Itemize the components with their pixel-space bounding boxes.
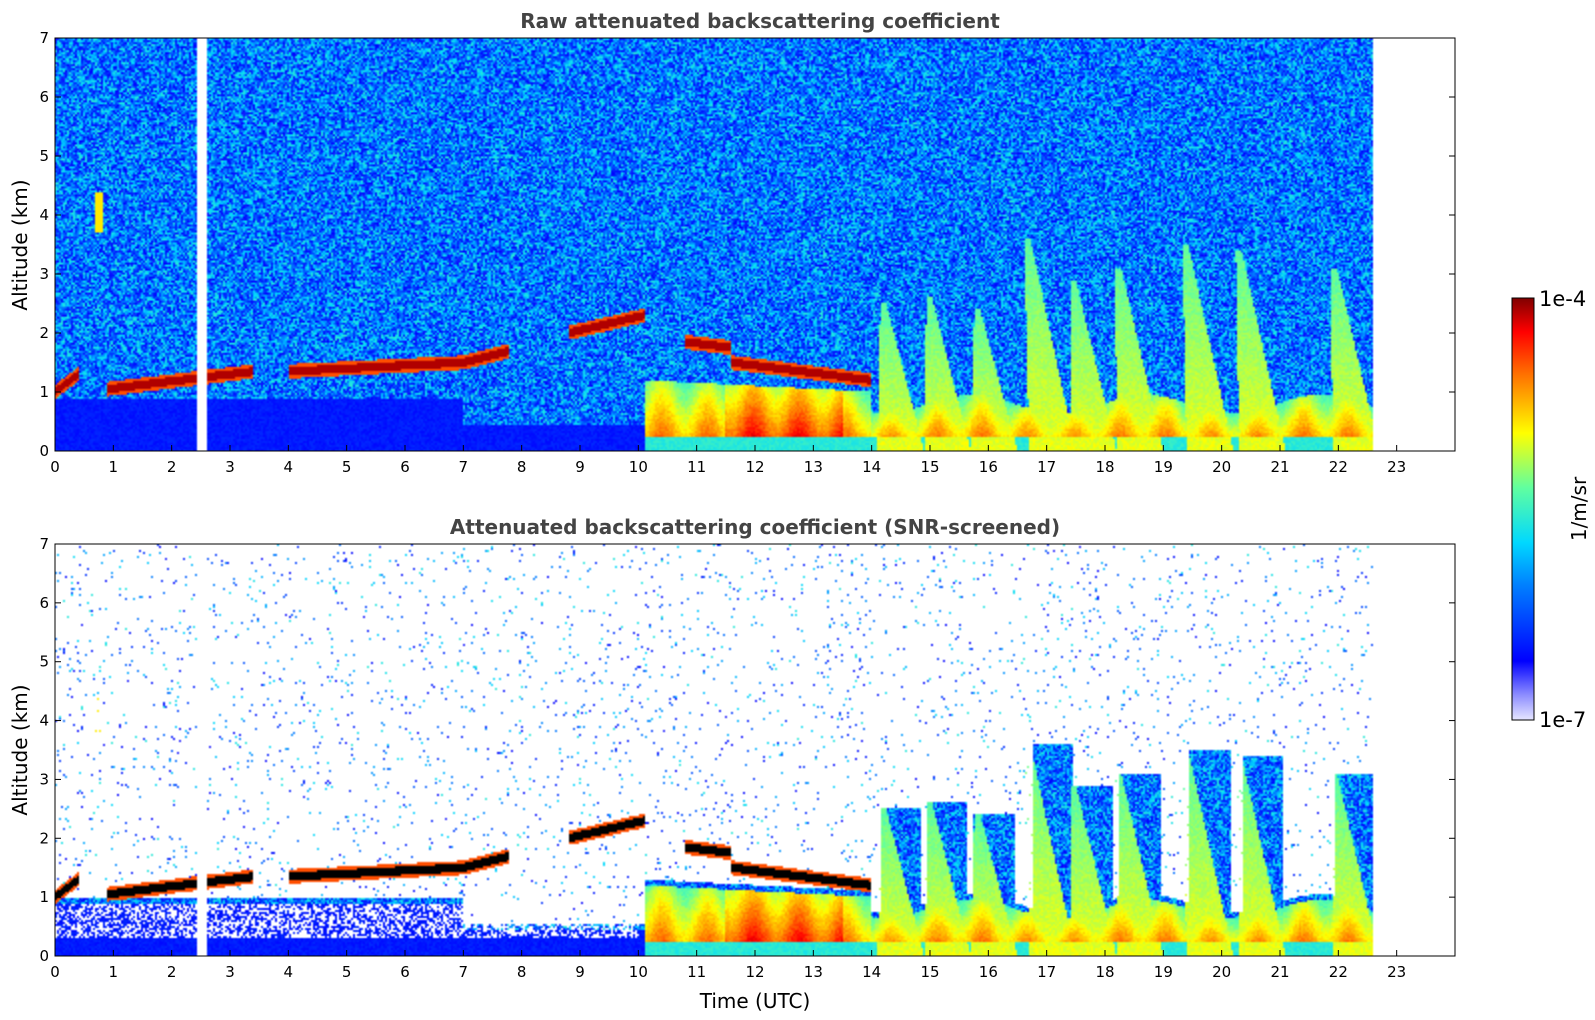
x-tick-label: 15 <box>920 963 939 981</box>
x-tick-label: 6 <box>400 458 410 476</box>
x-tick-label: 3 <box>225 458 235 476</box>
x-tick-label: 7 <box>459 458 469 476</box>
colorbar-unit-label: 1/m/sr <box>1567 476 1591 541</box>
x-tick-label: 0 <box>50 458 60 476</box>
x-tick-label: 7 <box>459 963 469 981</box>
x-tick-label: 23 <box>1387 458 1406 476</box>
x-tick-label: 18 <box>1095 458 1114 476</box>
x-tick-label: 10 <box>629 458 648 476</box>
raw-backscatter-panel: Raw attenuated backscattering coefficien… <box>8 9 1456 476</box>
y-tick-label: 6 <box>39 594 49 612</box>
y-axis-label-screened: Altitude (km) <box>8 684 32 815</box>
x-tick-label: 16 <box>979 963 998 981</box>
x-tick-label: 9 <box>575 963 585 981</box>
y-tick-label: 3 <box>39 265 49 283</box>
panel-title-screened: Attenuated backscattering coefficient (S… <box>450 515 1060 539</box>
x-tick-label: 21 <box>1270 458 1289 476</box>
x-tick-label: 1 <box>109 963 119 981</box>
y-tick-label: 0 <box>39 947 49 965</box>
x-tick-label: 2 <box>167 963 177 981</box>
y-tick-label: 1 <box>39 888 49 906</box>
panel-title-raw: Raw attenuated backscattering coefficien… <box>520 9 1000 33</box>
y-axis-ticks-screened: 0 1 2 3 4 5 6 7 <box>39 535 1455 965</box>
x-tick-label: 11 <box>687 963 706 981</box>
x-tick-label: 13 <box>804 458 823 476</box>
x-axis-ticks-screened: 0 1 2 3 4 5 6 7 8 9 10 11 12 13 14 15 16 17 18 19 20 21 22 23 <box>50 950 1406 981</box>
colorbar: 1e-4 1e-7 1/m/sr <box>1511 287 1591 732</box>
raw-backscatter-heatmap <box>55 38 1455 451</box>
x-tick-label: 11 <box>687 458 706 476</box>
y-tick-label: 4 <box>39 712 49 730</box>
y-tick-label: 6 <box>39 88 49 106</box>
x-tick-label: 22 <box>1329 963 1348 981</box>
x-tick-label: 16 <box>979 458 998 476</box>
x-tick-label: 21 <box>1270 963 1289 981</box>
x-tick-label: 20 <box>1212 458 1231 476</box>
x-axis-ticks-raw: 0 1 2 3 4 5 6 7 8 9 10 11 12 13 14 15 16 17 18 19 20 21 22 23 <box>50 445 1406 476</box>
x-tick-label: 1 <box>109 458 119 476</box>
y-tick-label: 0 <box>39 442 49 460</box>
colorbar-max-label: 1e-4 <box>1539 287 1586 311</box>
y-tick-label: 4 <box>39 206 49 224</box>
x-tick-label: 4 <box>284 458 294 476</box>
y-axis-label-raw: Altitude (km) <box>8 179 32 310</box>
x-tick-label: 14 <box>862 458 881 476</box>
x-tick-label: 13 <box>804 963 823 981</box>
x-tick-label: 15 <box>920 458 939 476</box>
x-tick-label: 23 <box>1387 963 1406 981</box>
y-tick-label: 3 <box>39 770 49 788</box>
x-tick-label: 10 <box>629 963 648 981</box>
y-tick-label: 1 <box>39 383 49 401</box>
x-tick-label: 18 <box>1095 963 1114 981</box>
x-tick-label: 17 <box>1037 458 1056 476</box>
x-tick-label: 14 <box>862 963 881 981</box>
x-tick-label: 5 <box>342 458 352 476</box>
y-tick-label: 7 <box>39 535 49 553</box>
x-tick-label: 4 <box>284 963 294 981</box>
y-tick-label: 2 <box>39 324 49 342</box>
y-tick-label: 2 <box>39 829 49 847</box>
x-tick-label: 17 <box>1037 963 1056 981</box>
x-tick-label: 5 <box>342 963 352 981</box>
x-axis-label: Time (UTC) <box>699 989 811 1013</box>
y-axis-ticks-raw: 0 1 2 3 4 5 6 7 <box>39 29 1455 460</box>
x-tick-label: 20 <box>1212 963 1231 981</box>
x-tick-label: 19 <box>1154 458 1173 476</box>
x-tick-label: 8 <box>517 963 527 981</box>
x-tick-label: 2 <box>167 458 177 476</box>
x-tick-label: 8 <box>517 458 527 476</box>
x-tick-label: 3 <box>225 963 235 981</box>
screened-backscatter-heatmap <box>55 544 1455 956</box>
y-tick-label: 5 <box>39 653 49 671</box>
screened-backscatter-panel: Attenuated backscattering coefficient (S… <box>8 515 1456 1013</box>
colorbar-min-label: 1e-7 <box>1539 708 1586 732</box>
x-tick-label: 19 <box>1154 963 1173 981</box>
x-tick-label: 12 <box>745 963 764 981</box>
y-tick-label: 7 <box>39 29 49 47</box>
y-tick-label: 5 <box>39 147 49 165</box>
x-tick-label: 0 <box>50 963 60 981</box>
x-tick-label: 9 <box>575 458 585 476</box>
colorbar-gradient <box>1511 297 1535 721</box>
x-tick-label: 22 <box>1329 458 1348 476</box>
x-tick-label: 12 <box>745 458 764 476</box>
x-tick-label: 6 <box>400 963 410 981</box>
